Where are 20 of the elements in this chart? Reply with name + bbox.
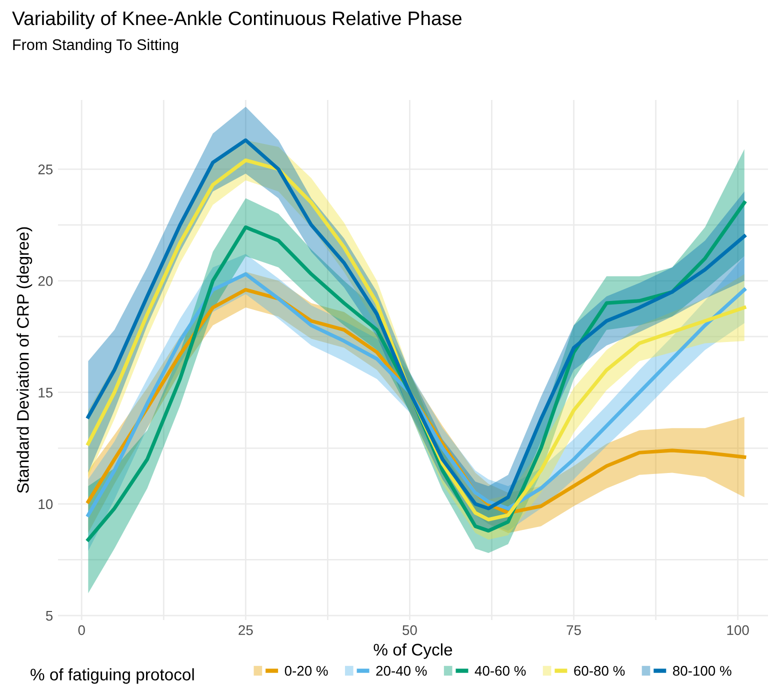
x-tick-label: 100 [727,625,749,636]
legend-label: 80-100 % [672,666,732,676]
legend-label: 0-20 % [284,666,328,676]
x-axis-title: % of Cycle [374,643,452,659]
x-tick-label: 50 [402,625,417,636]
legend-label: 40-60 % [474,666,526,676]
y-axis-title: Standard Deviation of CRP (degree) [16,227,32,493]
x-tick-label: 0 [78,625,85,636]
legend-label: 60-80 % [574,666,625,676]
chart-title: Variability of Knee-Ankle Continuous Relative Phase [12,10,462,30]
chart-subtitle: From Standing To Sitting [13,38,178,54]
x-tick-label: 75 [566,625,581,636]
y-tick-label: 25 [38,164,53,174]
y-tick-label: 10 [38,499,53,510]
y-tick-label: 15 [38,388,53,398]
y-tick-label: 20 [38,276,53,286]
x-tick-label: 25 [238,625,253,636]
y-tick-label: 5 [46,611,53,621]
legend-title: % of fatiguing protocol [30,668,194,684]
legend-label: 20-40 % [376,666,427,676]
